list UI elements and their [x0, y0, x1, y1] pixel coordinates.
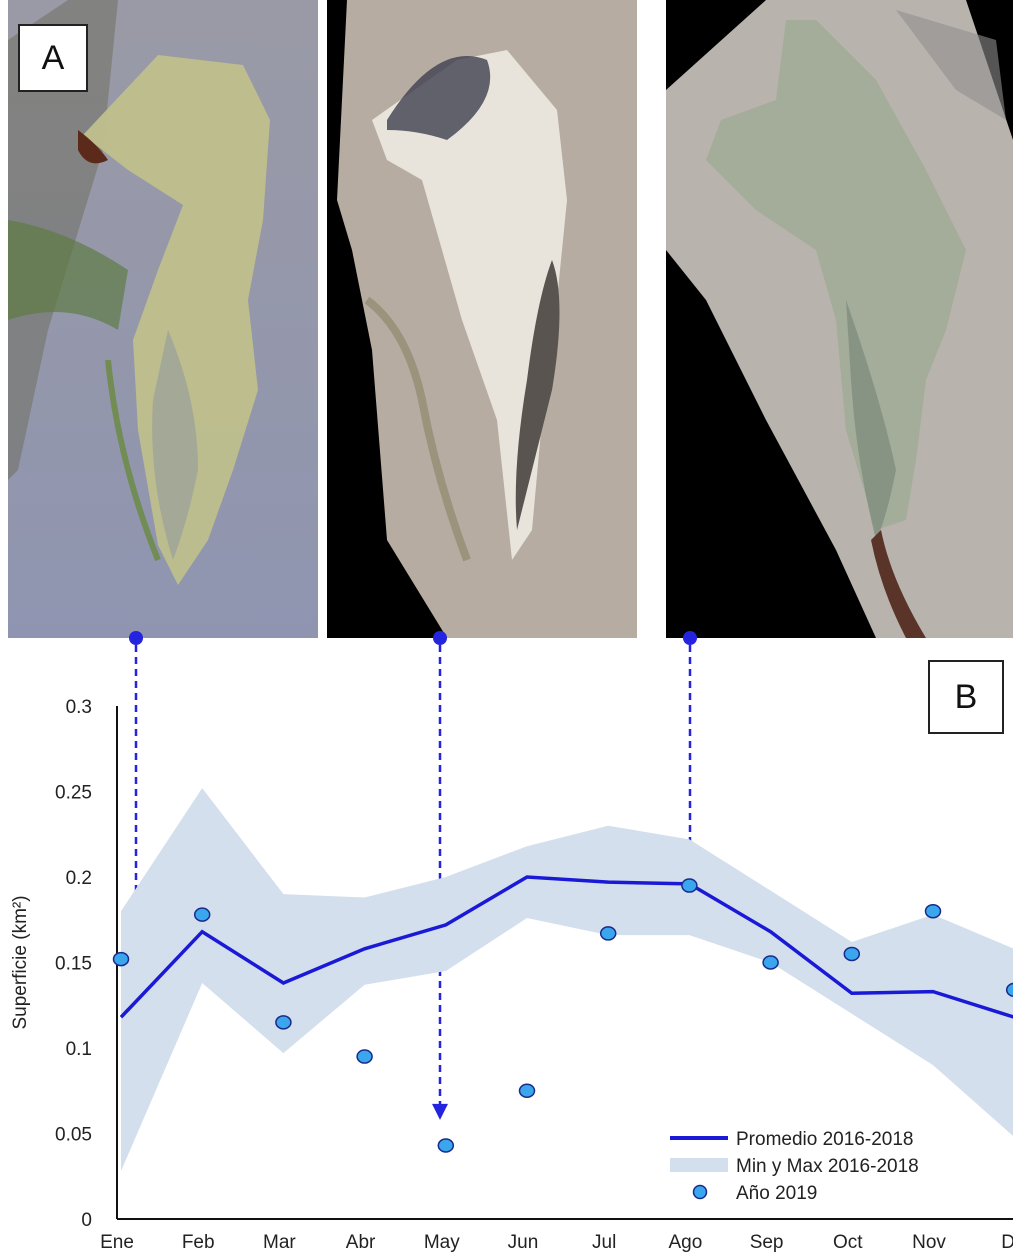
data-point-2019 [843, 946, 861, 962]
data-point-2019 [599, 926, 617, 941]
x-tick-label: Ene [100, 1232, 134, 1253]
panel-label-a: A [18, 24, 88, 92]
x-tick-label: Abr [346, 1232, 376, 1253]
y-tick-label: 0.05 [55, 1125, 92, 1146]
satellite-image-august [666, 0, 1013, 638]
legend-label-points: Año 2019 [736, 1183, 817, 1204]
annotation-arrowhead [432, 1103, 448, 1120]
data-point-2019 [356, 1049, 373, 1064]
points-layer [112, 878, 1013, 1153]
axis-layer: 0 0.05 0.1 0.15 0.2 0.25 0.3 Ene Feb Mar Abr May Jun… [10, 697, 1013, 1253]
data-point-2019 [762, 955, 779, 970]
mean-line-layer [119, 875, 1013, 1019]
legend-swatch-band [670, 1158, 728, 1172]
data-point-2019 [437, 1138, 455, 1153]
data-point-2019 [275, 1015, 292, 1030]
annotation-origin-dot [683, 631, 697, 645]
x-tick-label: Jun [508, 1232, 539, 1253]
annotation-origin-dot [129, 631, 143, 645]
y-tick-label: 0.15 [55, 954, 92, 975]
legend-swatch-point [692, 1184, 708, 1200]
mean-line-series [119, 875, 1013, 1019]
x-tick-label: Feb [182, 1232, 215, 1253]
legend-label-band: Min y Max 2016-2018 [736, 1156, 919, 1177]
y-tick-label: 0.25 [55, 783, 92, 804]
y-tick-label: 0.2 [66, 868, 92, 889]
x-tick-label: Jul [592, 1232, 616, 1253]
x-tick-label: Ago [668, 1232, 702, 1253]
data-point-2019 [681, 878, 698, 893]
y-tick-label: 0.1 [66, 1039, 92, 1060]
chart-legend: Promedio 2016-2018 Min y Max 2016-2018 A… [670, 1129, 919, 1204]
y-tick-label: 0 [81, 1210, 92, 1231]
x-tick-label: Mar [263, 1232, 296, 1253]
data-point-2019 [924, 903, 942, 919]
x-tick-label: May [424, 1232, 460, 1253]
min-max-band-layer [121, 788, 1013, 1172]
data-point-2019 [112, 951, 130, 967]
annotation-origin-dot [433, 631, 447, 645]
x-tick-label: Nov [912, 1232, 946, 1253]
y-axis-label: Superficie (km²) [10, 895, 31, 1029]
x-tick-label: Sep [750, 1232, 784, 1253]
x-tick-label: Di [1001, 1232, 1013, 1253]
min-max-band [121, 788, 1013, 1172]
satellite-image-january [8, 0, 318, 638]
data-point-2019 [518, 1083, 536, 1098]
data-point-2019 [193, 907, 211, 922]
y-tick-label: 0.3 [66, 697, 92, 718]
x-tick-label: Oct [833, 1232, 863, 1253]
panel-label-b: B [928, 660, 1004, 734]
satellite-image-may [327, 0, 637, 638]
legend-label-mean: Promedio 2016-2018 [736, 1129, 913, 1150]
data-point-2019 [1005, 982, 1013, 998]
